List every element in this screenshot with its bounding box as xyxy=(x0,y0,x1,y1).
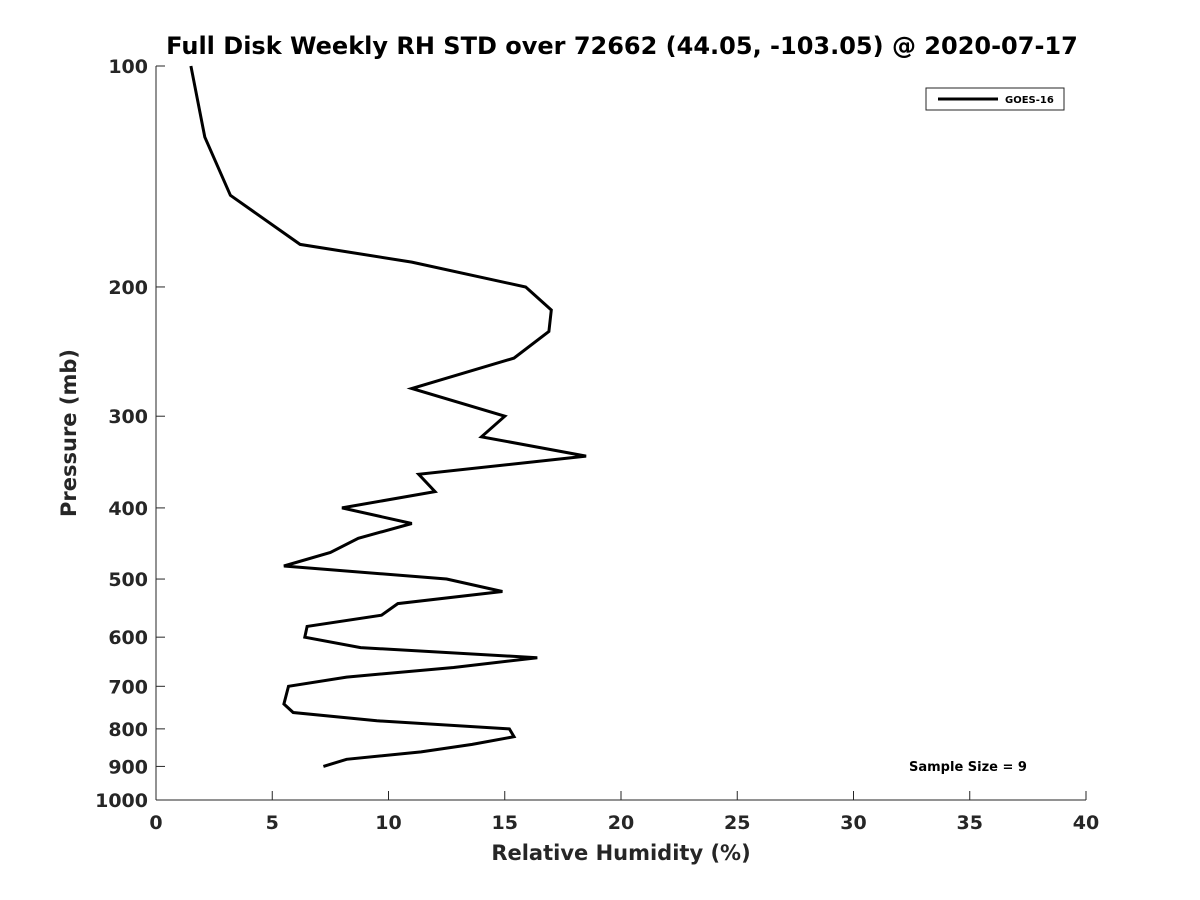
y-tick-label: 400 xyxy=(108,498,148,520)
x-tick-label: 15 xyxy=(492,812,518,834)
legend: GOES-16 xyxy=(925,87,1065,111)
y-tick-label: 1000 xyxy=(95,790,148,812)
x-tick-label: 10 xyxy=(375,812,401,834)
sample-size-annotation: Sample Size = 9 xyxy=(909,760,1027,775)
series-group xyxy=(189,65,587,768)
x-tick-label: 5 xyxy=(266,812,279,834)
x-axis-label: Relative Humidity (%) xyxy=(491,841,750,865)
series-line-goes-16 xyxy=(189,65,587,768)
axes xyxy=(155,66,1086,801)
y-axis-label: Pressure (mb) xyxy=(57,349,81,517)
x-tick-label: 0 xyxy=(149,812,162,834)
x-tick-label: 20 xyxy=(608,812,634,834)
x-tick-label: 30 xyxy=(840,812,866,834)
y-tick-label: 300 xyxy=(108,406,148,428)
x-tick-label: 35 xyxy=(957,812,983,834)
x-ticks: 0 5 10 15 20 25 30 35 40 xyxy=(149,791,1099,834)
y-tick-label: 900 xyxy=(108,756,148,778)
chart-title: Full Disk Weekly RH STD over 72662 (44.0… xyxy=(166,32,1078,60)
y-tick-label: 100 xyxy=(108,56,148,78)
legend-label-goes-16: GOES-16 xyxy=(1005,95,1054,106)
y-tick-label: 200 xyxy=(108,277,148,299)
y-tick-label: 700 xyxy=(108,676,148,698)
y-ticks: 100 200 300 400 500 600 700 800 900 1000 xyxy=(95,56,165,812)
x-tick-label: 40 xyxy=(1073,812,1099,834)
x-tick-label: 25 xyxy=(724,812,750,834)
y-tick-label: 600 xyxy=(108,627,148,649)
y-tick-label: 500 xyxy=(108,569,148,591)
y-tick-label: 800 xyxy=(108,719,148,741)
